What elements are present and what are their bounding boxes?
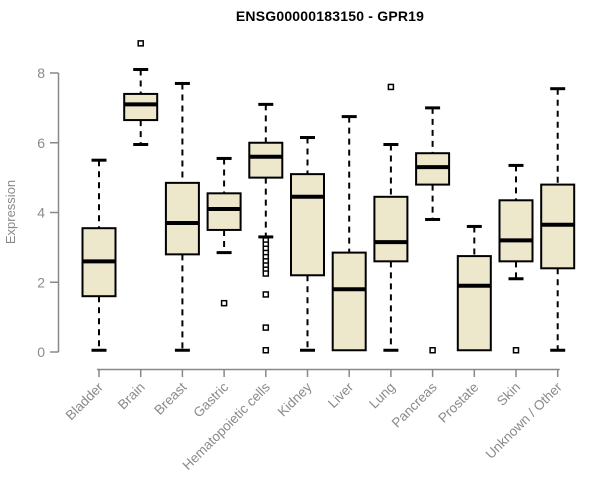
box-kidney: [290, 136, 325, 352]
outlier-point: [220, 299, 228, 307]
x-tick-label-unknown-other: Unknown / Other: [483, 379, 566, 462]
x-tick-label-liver: Liver: [325, 379, 357, 411]
iqr-box: [248, 141, 284, 179]
outlier-point: [262, 324, 270, 331]
box-prostate: [456, 224, 492, 352]
box-brain: [123, 40, 159, 146]
iqr-box: [123, 92, 159, 122]
x-tick-label-brain: Brain: [115, 380, 148, 413]
box-pancreas: [415, 106, 451, 354]
outlier-point: [262, 347, 270, 354]
outlier-point: [387, 83, 395, 91]
box-unknown-other: [540, 87, 576, 352]
x-tick-label-gastric: Gastric: [190, 379, 231, 420]
y-tick-label: 8: [37, 65, 45, 81]
y-tick-label: 0: [37, 344, 45, 360]
box-breast: [164, 81, 200, 352]
y-tick-label: 2: [37, 274, 45, 290]
box-lung: [373, 83, 409, 352]
outlier-point: [512, 347, 520, 354]
x-tick-label-breast: Breast: [151, 379, 189, 417]
box-hematopoietic-cells: [248, 102, 284, 354]
y-tick-label: 4: [37, 205, 45, 221]
x-tick-label-bladder: Bladder: [63, 379, 107, 423]
iqr-box: [498, 199, 534, 263]
x-tick-label-lung: Lung: [366, 380, 398, 412]
iqr-box: [456, 255, 492, 352]
chart-title: ENSG00000183150 - GPR19: [235, 8, 425, 24]
outlier-point: [429, 347, 436, 354]
x-tick-label-pancreas: Pancreas: [389, 379, 440, 430]
outlier-point: [137, 40, 144, 47]
iqr-box: [373, 195, 409, 263]
iqr-box: [164, 181, 200, 256]
box-skin: [498, 163, 534, 354]
outlier-point: [262, 270, 270, 277]
x-tick-label-skin: Skin: [494, 380, 523, 409]
y-tick-label: 6: [37, 135, 45, 151]
box-bladder: [81, 158, 117, 352]
outlier-point: [262, 291, 270, 298]
x-tick-label-kidney: Kidney: [275, 379, 315, 419]
iqr-box: [206, 192, 242, 231]
box-gastric: [206, 156, 242, 307]
y-axis-title: Expression: [3, 180, 18, 244]
iqr-box: [331, 251, 367, 352]
x-tick-label-prostate: Prostate: [435, 380, 481, 426]
iqr-box: [290, 173, 325, 277]
box-liver: [331, 115, 367, 352]
